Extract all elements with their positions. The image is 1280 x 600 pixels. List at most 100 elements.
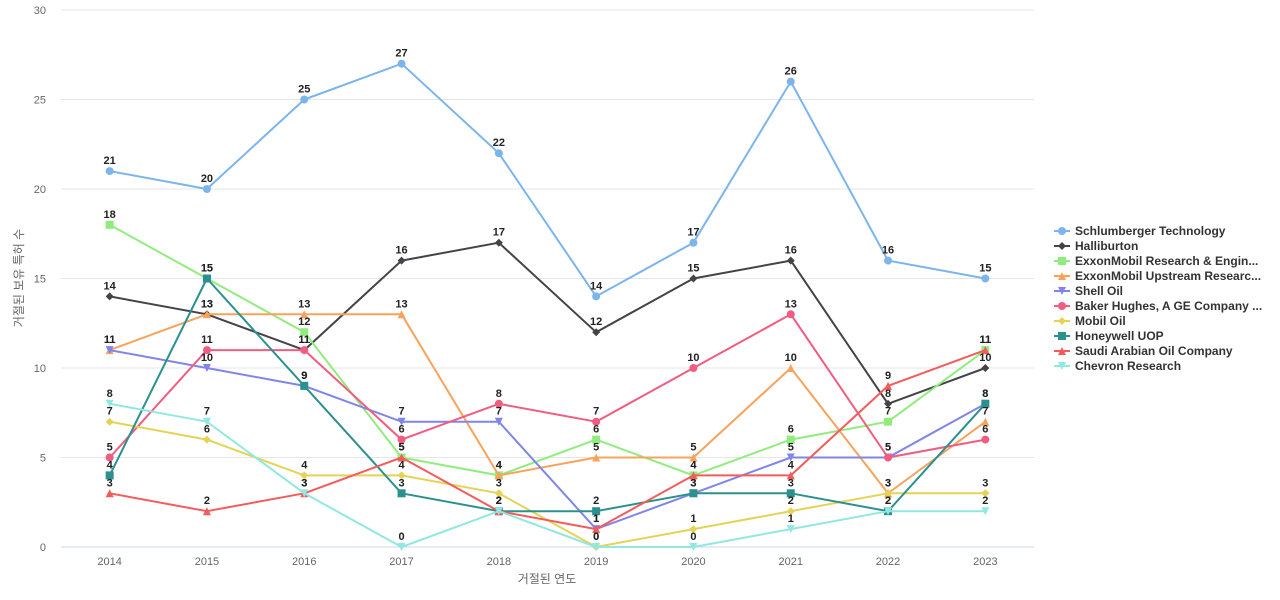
- data-label: 17: [687, 227, 699, 239]
- series-7: [105, 417, 990, 551]
- legend-symbol-marker: [1058, 317, 1066, 325]
- data-label: 11: [201, 334, 213, 346]
- data-point: [397, 471, 406, 480]
- data-label: 26: [785, 66, 797, 78]
- data-label: 4: [301, 459, 308, 471]
- data-label: 15: [201, 263, 213, 275]
- data-point: [884, 453, 893, 462]
- data-label: 27: [395, 48, 407, 60]
- data-label: 15: [979, 263, 991, 275]
- data-point: [300, 471, 309, 480]
- data-label: 17: [493, 227, 505, 239]
- data-point: [981, 507, 990, 516]
- data-label: 3: [496, 477, 502, 489]
- data-label: 5: [690, 442, 696, 454]
- legend-symbol-marker: [1058, 242, 1066, 250]
- data-point: [981, 364, 990, 372]
- data-label: 11: [298, 334, 310, 346]
- legend-label: ExxonMobil Upstream Researc...: [1075, 269, 1261, 283]
- data-label: 12: [298, 316, 310, 328]
- data-point: [397, 453, 406, 462]
- legend: Schlumberger TechnologyHalliburtonExxonM…: [1054, 224, 1262, 373]
- legend-symbol-marker: [1058, 362, 1066, 370]
- data-label: 8: [885, 388, 891, 400]
- data-point: [202, 185, 211, 193]
- data-point: [981, 274, 990, 283]
- data-point: [397, 489, 406, 498]
- series-line: [108, 313, 987, 495]
- legend-label: Schlumberger Technology: [1075, 224, 1226, 238]
- data-label: 4: [788, 459, 795, 471]
- series-line: [108, 277, 987, 513]
- data-label: 13: [395, 298, 407, 310]
- data-label: 0: [398, 531, 404, 543]
- series-4: [105, 310, 990, 498]
- data-label: 8: [496, 388, 502, 400]
- data-point: [105, 292, 114, 301]
- data-point: [202, 417, 211, 426]
- x-tick-label: 2021: [779, 556, 803, 568]
- legend-item: Baker Hughes, A GE Company ...: [1054, 299, 1262, 313]
- data-point: [397, 59, 406, 68]
- data-label: 1: [593, 513, 599, 525]
- data-label: 2: [496, 495, 502, 507]
- data-point: [105, 346, 114, 355]
- data-point: [786, 435, 795, 444]
- data-point: [592, 328, 601, 337]
- data-point: [397, 256, 406, 265]
- legend-item: Shell Oil: [1054, 284, 1123, 298]
- data-point: [592, 525, 601, 534]
- y-tick-label: 5: [40, 453, 46, 465]
- legend-label: Mobil Oil: [1075, 314, 1126, 328]
- series-line: [108, 241, 987, 405]
- series-2: [105, 238, 990, 408]
- data-label: 0: [593, 531, 599, 543]
- data-point: [884, 417, 893, 426]
- data-label: 1: [788, 513, 794, 525]
- data-label: 2: [496, 495, 502, 507]
- legend-label: ExxonMobil Research & Engin...: [1075, 254, 1258, 268]
- data-point: [981, 417, 990, 426]
- data-label: 10: [785, 352, 797, 364]
- data-point: [884, 489, 893, 498]
- series-line: [108, 349, 987, 531]
- data-point: [300, 381, 309, 390]
- data-point: [202, 507, 211, 516]
- data-label: 9: [885, 370, 891, 382]
- legend-symbol-marker: [1058, 347, 1066, 355]
- legend-item: Schlumberger Technology: [1054, 224, 1226, 238]
- data-point: [884, 381, 893, 390]
- data-point: [494, 149, 503, 158]
- legend-symbol-marker: [1058, 272, 1066, 280]
- data-point: [689, 525, 698, 534]
- series-line: [108, 402, 987, 548]
- data-point: [689, 274, 698, 283]
- data-point: [105, 453, 114, 462]
- data-label: 8: [982, 388, 988, 400]
- data-point: [786, 256, 795, 265]
- data-point: [786, 507, 795, 516]
- data-point: [202, 346, 211, 355]
- grid-lines: [61, 9, 1034, 548]
- x-tick-label: 2014: [97, 556, 121, 568]
- data-label: 3: [301, 477, 307, 489]
- data-point: [592, 507, 601, 516]
- data-label: 7: [398, 406, 404, 418]
- legend-item: Honeywell UOP: [1054, 329, 1164, 343]
- data-point: [494, 417, 503, 426]
- x-tick-label: 2016: [292, 556, 316, 568]
- data-point: [981, 489, 990, 498]
- data-label: 6: [593, 424, 599, 436]
- legend-symbol-marker: [1058, 287, 1066, 295]
- data-label: 3: [690, 477, 696, 489]
- data-point: [494, 238, 503, 247]
- y-tick-label: 25: [34, 95, 46, 107]
- x-tick-label: 2020: [681, 556, 705, 568]
- data-label: 1: [593, 513, 599, 525]
- data-label: 11: [298, 334, 310, 346]
- data-point: [105, 471, 114, 480]
- y-tick-label: 10: [34, 363, 46, 375]
- data-label: 5: [885, 442, 891, 454]
- data-label: 25: [298, 84, 310, 96]
